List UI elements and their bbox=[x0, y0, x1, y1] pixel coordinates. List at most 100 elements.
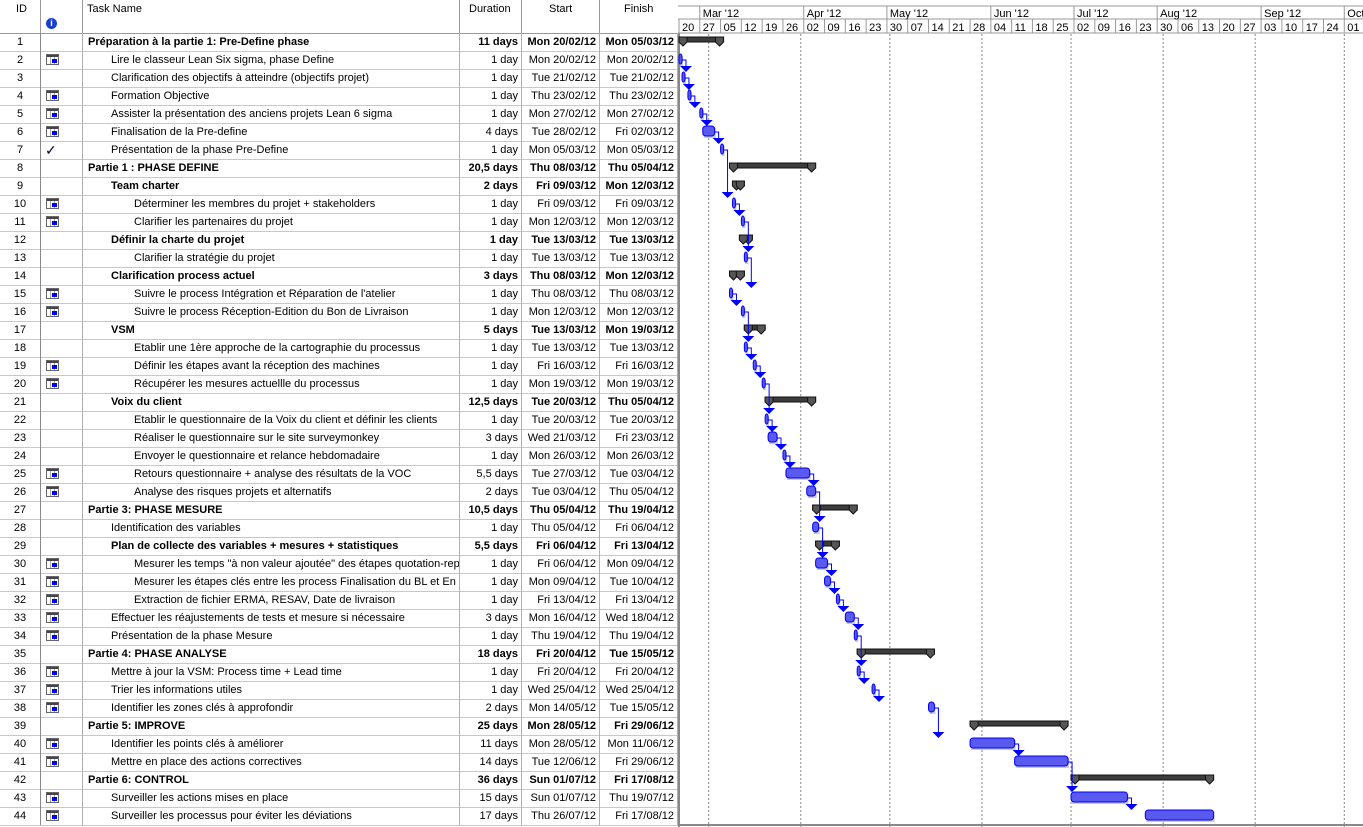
task-name[interactable]: Retours questionnaire + analyse des résu… bbox=[83, 465, 460, 483]
task-row[interactable]: 11 Clarifier les partenaires du projet 1 d… bbox=[0, 213, 678, 232]
task-start[interactable]: Thu 23/02/12 bbox=[522, 87, 600, 105]
task-start[interactable]: Tue 13/03/12 bbox=[522, 321, 600, 339]
task-start[interactable]: Wed 25/04/12 bbox=[522, 681, 600, 699]
task-row[interactable]: 10 Déterminer les membres du projet + sta… bbox=[0, 195, 678, 214]
task-start[interactable]: Tue 13/03/12 bbox=[522, 231, 600, 249]
column-header-finish[interactable]: Finish bbox=[600, 0, 679, 34]
task-finish[interactable]: Mon 11/06/12 bbox=[600, 735, 678, 753]
task-finish[interactable]: Mon 19/03/12 bbox=[600, 321, 678, 339]
task-name[interactable]: Mesurer les temps "à non valeur ajoutée"… bbox=[83, 555, 460, 573]
task-row[interactable]: 15 Suivre le process Intégration et Répar… bbox=[0, 285, 678, 304]
task-row[interactable]: 21 Voix du client 12,5 days Tue 20/03/12 Thu… bbox=[0, 393, 678, 412]
task-finish[interactable]: Mon 19/03/12 bbox=[600, 375, 678, 393]
task-duration[interactable]: 1 day bbox=[460, 285, 522, 303]
task-name[interactable]: Envoyer le questionnaire et relance hebd… bbox=[83, 447, 460, 465]
task-start[interactable]: Tue 13/03/12 bbox=[522, 339, 600, 357]
task-duration[interactable]: 1 day bbox=[460, 663, 522, 681]
task-duration[interactable]: 1 day bbox=[460, 339, 522, 357]
task-finish[interactable]: Fri 09/03/12 bbox=[600, 195, 678, 213]
task-row[interactable]: 32 Extraction de fichier ERMA, RESAV, Dat… bbox=[0, 591, 678, 610]
task-name[interactable]: Identifier les points clés à améliorer bbox=[83, 735, 460, 753]
task-duration[interactable]: 11 days bbox=[460, 33, 522, 51]
task-start[interactable]: Tue 28/02/12 bbox=[522, 123, 600, 141]
task-finish[interactable]: Mon 12/03/12 bbox=[600, 303, 678, 321]
task-finish[interactable]: Fri 20/04/12 bbox=[600, 663, 678, 681]
task-duration[interactable]: 20,5 days bbox=[460, 159, 522, 177]
task-duration[interactable]: 2 days bbox=[460, 699, 522, 717]
task-finish[interactable]: Mon 12/03/12 bbox=[600, 267, 678, 285]
task-duration[interactable]: 1 day bbox=[460, 573, 522, 591]
task-name[interactable]: Partie 3: PHASE MESURE bbox=[83, 501, 460, 519]
task-start[interactable]: Mon 19/03/12 bbox=[522, 375, 600, 393]
task-duration[interactable]: 1 day bbox=[460, 195, 522, 213]
task-row[interactable]: 18 Etablir une 1ère approche de la cartog… bbox=[0, 339, 678, 358]
task-start[interactable]: Fri 09/03/12 bbox=[522, 177, 600, 195]
task-name[interactable]: Clarification process actuel bbox=[83, 267, 460, 285]
task-finish[interactable]: Mon 05/03/12 bbox=[600, 141, 678, 159]
task-start[interactable]: Thu 08/03/12 bbox=[522, 159, 600, 177]
task-start[interactable]: Tue 20/03/12 bbox=[522, 411, 600, 429]
task-row[interactable]: 22 Etablir le questionnaire de la Voix du… bbox=[0, 411, 678, 430]
task-row[interactable]: 8 Partie 1 : PHASE DEFINE 20,5 days Thu 08/… bbox=[0, 159, 678, 178]
task-start[interactable]: Thu 08/03/12 bbox=[522, 285, 600, 303]
task-start[interactable]: Mon 28/05/12 bbox=[522, 717, 600, 735]
task-start[interactable]: Tue 13/03/12 bbox=[522, 249, 600, 267]
task-start[interactable]: Mon 20/02/12 bbox=[522, 51, 600, 69]
task-finish[interactable]: Fri 13/04/12 bbox=[600, 591, 678, 609]
task-name[interactable]: Présentation de la phase Mesure bbox=[83, 627, 460, 645]
task-finish[interactable]: Fri 06/04/12 bbox=[600, 519, 678, 537]
task-name[interactable]: Assister la présentation des anciens pro… bbox=[83, 105, 460, 123]
column-header-task-name[interactable]: Task Name bbox=[83, 0, 460, 34]
task-row[interactable]: 33 Effectuer les réajustements de tests e… bbox=[0, 609, 678, 628]
task-duration[interactable]: 17 days bbox=[460, 807, 522, 825]
task-start[interactable]: Fri 09/03/12 bbox=[522, 195, 600, 213]
task-row[interactable]: 31 Mesurer les étapes clés entre les proc… bbox=[0, 573, 678, 592]
task-name[interactable]: Définir les étapes avant la réception de… bbox=[83, 357, 460, 375]
task-finish[interactable]: Mon 20/02/12 bbox=[600, 51, 678, 69]
task-start[interactable]: Fri 20/04/12 bbox=[522, 663, 600, 681]
task-duration[interactable]: 5,5 days bbox=[460, 537, 522, 555]
task-start[interactable]: Fri 16/03/12 bbox=[522, 357, 600, 375]
task-row[interactable]: 30 Mesurer les temps "à non valeur ajouté… bbox=[0, 555, 678, 574]
task-name[interactable]: Réaliser le questionnaire sur le site su… bbox=[83, 429, 460, 447]
task-finish[interactable]: Tue 15/05/12 bbox=[600, 699, 678, 717]
task-duration[interactable]: 1 day bbox=[460, 411, 522, 429]
task-row[interactable]: 16 Suivre le process Réception-Edition du… bbox=[0, 303, 678, 322]
task-name[interactable]: Identification des variables bbox=[83, 519, 460, 537]
task-name[interactable]: Voix du client bbox=[83, 393, 460, 411]
task-start[interactable]: Thu 05/04/12 bbox=[522, 501, 600, 519]
task-duration[interactable]: 12,5 days bbox=[460, 393, 522, 411]
task-start[interactable]: Mon 28/05/12 bbox=[522, 735, 600, 753]
task-name[interactable]: Partie 5: IMPROVE bbox=[83, 717, 460, 735]
task-name[interactable]: Mesurer les étapes clés entre les proces… bbox=[83, 573, 460, 591]
task-finish[interactable]: Tue 03/04/12 bbox=[600, 465, 678, 483]
task-name[interactable]: Suivre le process Intégration et Réparat… bbox=[83, 285, 460, 303]
task-row[interactable]: 14 Clarification process actuel 3 days Thu … bbox=[0, 267, 678, 286]
task-finish[interactable]: Thu 08/03/12 bbox=[600, 285, 678, 303]
task-start[interactable]: Tue 03/04/12 bbox=[522, 483, 600, 501]
task-start[interactable]: Fri 06/04/12 bbox=[522, 555, 600, 573]
task-row[interactable]: 2 Lire le classeur Lean Six sigma, phase … bbox=[0, 51, 678, 70]
task-duration[interactable]: 1 day bbox=[460, 591, 522, 609]
task-finish[interactable]: Tue 13/03/12 bbox=[600, 339, 678, 357]
task-row[interactable]: 43 Surveiller les actions mises en place 1… bbox=[0, 789, 678, 808]
task-row[interactable]: 35 Partie 4: PHASE ANALYSE 18 days Fri 20/0… bbox=[0, 645, 678, 664]
task-finish[interactable]: Thu 19/07/12 bbox=[600, 789, 678, 807]
task-start[interactable]: Mon 09/04/12 bbox=[522, 573, 600, 591]
task-row[interactable]: 42 Partie 6: CONTROL 36 days Sun 01/07/12 Fr… bbox=[0, 771, 678, 790]
task-row[interactable]: 39 Partie 5: IMPROVE 25 days Mon 28/05/12 Fr… bbox=[0, 717, 678, 736]
task-finish[interactable]: Thu 23/02/12 bbox=[600, 87, 678, 105]
task-start[interactable]: Sun 01/07/12 bbox=[522, 789, 600, 807]
task-name[interactable]: Analyse des risques projets et alternati… bbox=[83, 483, 460, 501]
task-duration[interactable]: 25 days bbox=[460, 717, 522, 735]
task-finish[interactable]: Fri 16/03/12 bbox=[600, 357, 678, 375]
task-finish[interactable]: Thu 19/04/12 bbox=[600, 627, 678, 645]
task-row[interactable]: 27 Partie 3: PHASE MESURE 10,5 days Thu 05/… bbox=[0, 501, 678, 520]
task-finish[interactable]: Fri 17/08/12 bbox=[600, 807, 678, 825]
task-duration[interactable]: 2 days bbox=[460, 177, 522, 195]
task-finish[interactable]: Wed 25/04/12 bbox=[600, 681, 678, 699]
task-name[interactable]: Présentation de la phase Pre-Define bbox=[83, 141, 460, 159]
task-name[interactable]: Effectuer les réajustements de tests et … bbox=[83, 609, 460, 627]
task-start[interactable]: Thu 26/07/12 bbox=[522, 807, 600, 825]
task-row[interactable]: 19 Définir les étapes avant la réception … bbox=[0, 357, 678, 376]
